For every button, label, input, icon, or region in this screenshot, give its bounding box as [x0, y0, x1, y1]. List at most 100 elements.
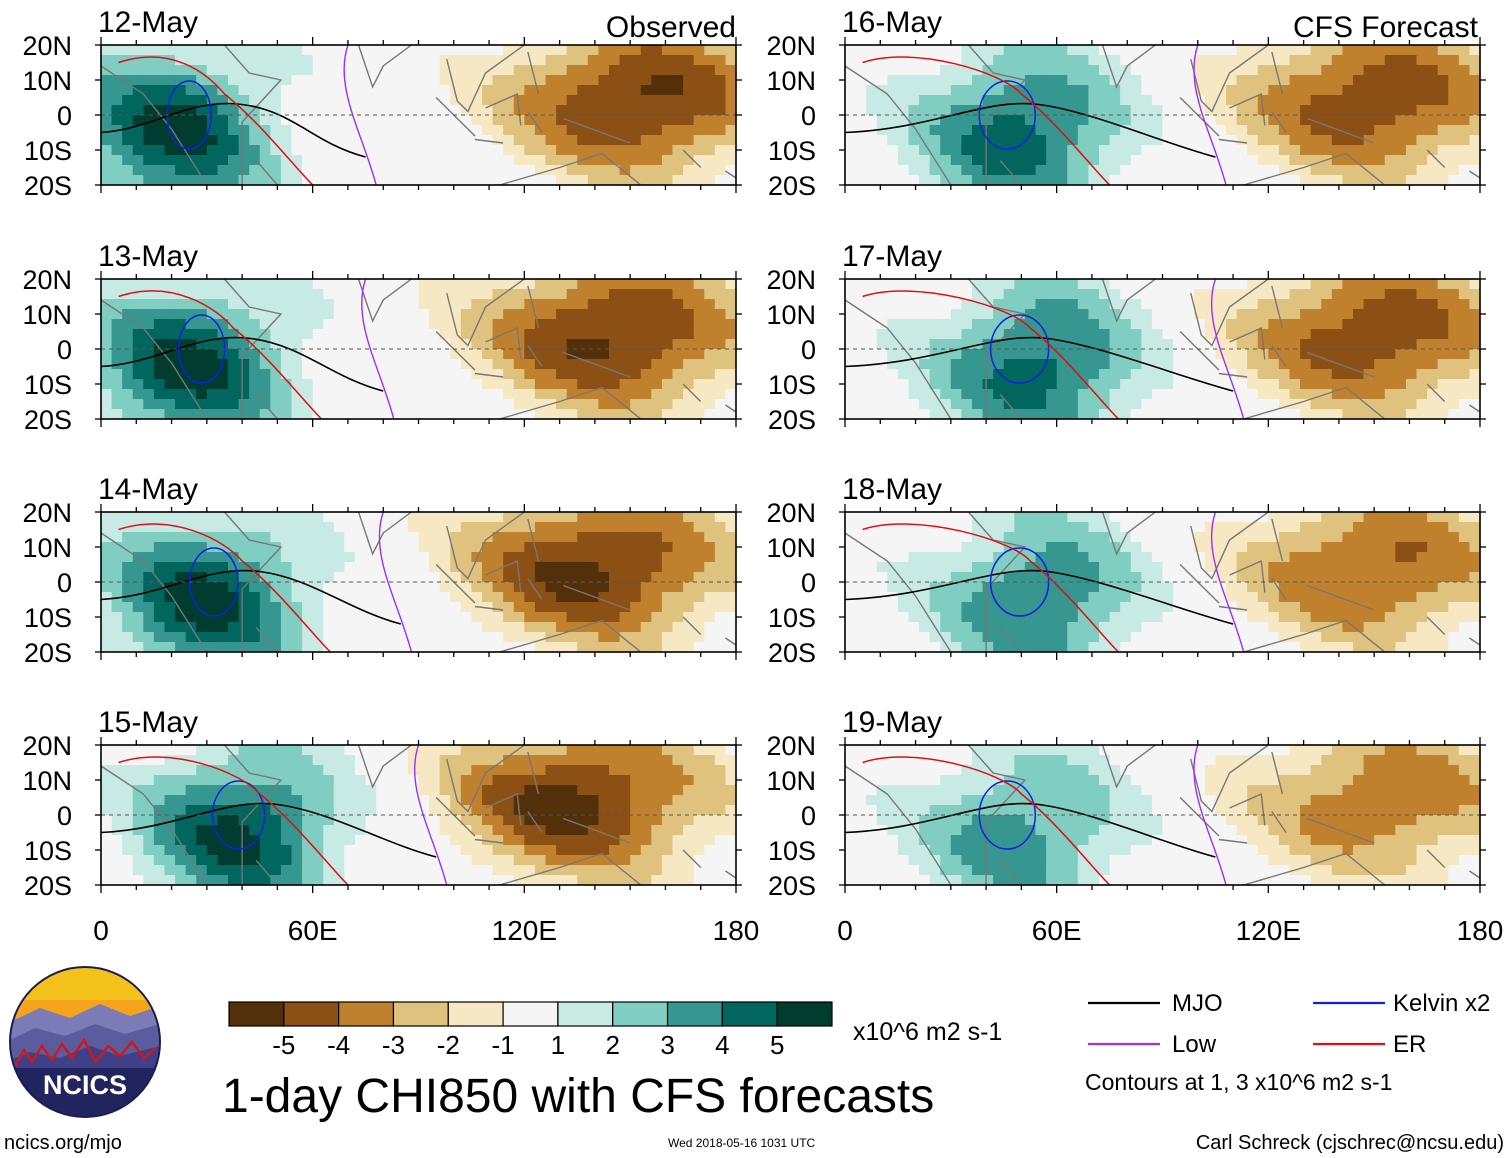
- field-cell: [407, 45, 420, 56]
- field-cell: [876, 165, 888, 176]
- field-cell: [929, 165, 941, 176]
- field-cell: [238, 389, 250, 400]
- field-cell: [333, 115, 346, 126]
- field-cell: [503, 612, 515, 623]
- field-cell: [196, 55, 208, 66]
- field-cell: [206, 85, 219, 96]
- field-cell: [1099, 165, 1111, 176]
- field-cell: [1247, 145, 1259, 156]
- field-cell: [153, 642, 166, 652]
- field-cell: [672, 125, 684, 136]
- field-cell: [503, 359, 515, 370]
- field-cell: [291, 165, 303, 176]
- field-cell: [1342, 359, 1354, 370]
- coastline: [682, 383, 736, 413]
- field-cell: [556, 745, 568, 756]
- field-cell: [513, 379, 525, 390]
- field-cell: [1141, 279, 1153, 290]
- field-cell: [482, 359, 494, 370]
- field-cell: [845, 135, 857, 146]
- field-cell: [1151, 329, 1164, 340]
- field-cell: [312, 602, 324, 613]
- field-cell: [355, 319, 367, 330]
- field-cell: [897, 349, 910, 360]
- field-cell: [280, 165, 293, 176]
- field-cell: [280, 125, 293, 136]
- field-cell: [1247, 359, 1259, 370]
- field-cell: [376, 572, 388, 583]
- field-cell: [429, 45, 441, 56]
- field-cell: [1003, 65, 1015, 76]
- y-tick-label: 20S: [768, 171, 816, 201]
- field-cell: [238, 329, 250, 340]
- field-cell: [270, 379, 282, 390]
- field-cell: [651, 582, 663, 593]
- field-cell: [566, 299, 578, 310]
- field-cell: [323, 329, 335, 340]
- field-cell: [101, 845, 113, 856]
- field-cell: [640, 125, 652, 136]
- field-cell: [683, 309, 695, 320]
- field-cell: [270, 165, 282, 176]
- field-cell: [982, 339, 994, 350]
- field-cell: [598, 602, 610, 613]
- field-cell: [1194, 319, 1206, 330]
- field-cell: [418, 359, 430, 370]
- field-cell: [1141, 299, 1153, 310]
- field-cell: [439, 825, 451, 836]
- field-cell: [1226, 125, 1238, 136]
- field-cell: [355, 389, 367, 400]
- field-cell: [302, 582, 314, 593]
- field-cell: [1099, 369, 1111, 380]
- field-cell: [725, 135, 736, 146]
- field-cell: [1056, 319, 1068, 330]
- field-cell: [503, 379, 515, 390]
- field-cell: [206, 329, 219, 340]
- field-cell: [683, 339, 695, 350]
- field-cell: [587, 85, 600, 96]
- field-cell: [153, 785, 166, 796]
- field-cell: [503, 289, 515, 300]
- field-cell: [259, 349, 271, 360]
- field-cell: [111, 865, 123, 876]
- field-cell: [1268, 299, 1280, 310]
- field-cell: [1151, 399, 1164, 410]
- field-cell: [101, 785, 113, 796]
- field-cell: [1035, 45, 1047, 56]
- field-cell: [640, 805, 652, 816]
- field-cell: [1342, 85, 1354, 96]
- field-cell: [1194, 399, 1206, 410]
- field-cell: [175, 875, 187, 885]
- field-cell: [1035, 309, 1047, 320]
- field-cell: [1384, 55, 1396, 66]
- field-cell: [513, 45, 525, 56]
- field-cell: [1342, 349, 1354, 360]
- field-cell: [259, 755, 271, 766]
- field-cell: [1120, 45, 1132, 56]
- field-cell: [897, 175, 910, 185]
- field-cell: [175, 95, 187, 106]
- field-cell: [1331, 279, 1344, 290]
- field-cell: [972, 75, 984, 86]
- field-cell: [143, 359, 155, 370]
- field-cell: [185, 115, 197, 126]
- field-cell: [439, 765, 451, 776]
- field-cell: [1289, 85, 1301, 96]
- field-cell: [439, 815, 451, 826]
- field-cell: [577, 359, 589, 370]
- field-cell: [524, 399, 536, 410]
- field-cell: [1014, 85, 1026, 96]
- field-cell: [972, 175, 984, 185]
- field-cell: [111, 795, 123, 806]
- field-cell: [259, 135, 271, 146]
- field-cell: [1056, 75, 1068, 86]
- field-cell: [196, 785, 208, 796]
- field-cell: [503, 522, 515, 533]
- field-cell: [386, 379, 398, 390]
- field-cell: [1141, 65, 1153, 76]
- field-cell: [323, 399, 335, 410]
- field-cell: [101, 115, 113, 126]
- field-cell: [471, 389, 483, 400]
- field-cell: [492, 349, 504, 360]
- field-cell: [397, 379, 409, 390]
